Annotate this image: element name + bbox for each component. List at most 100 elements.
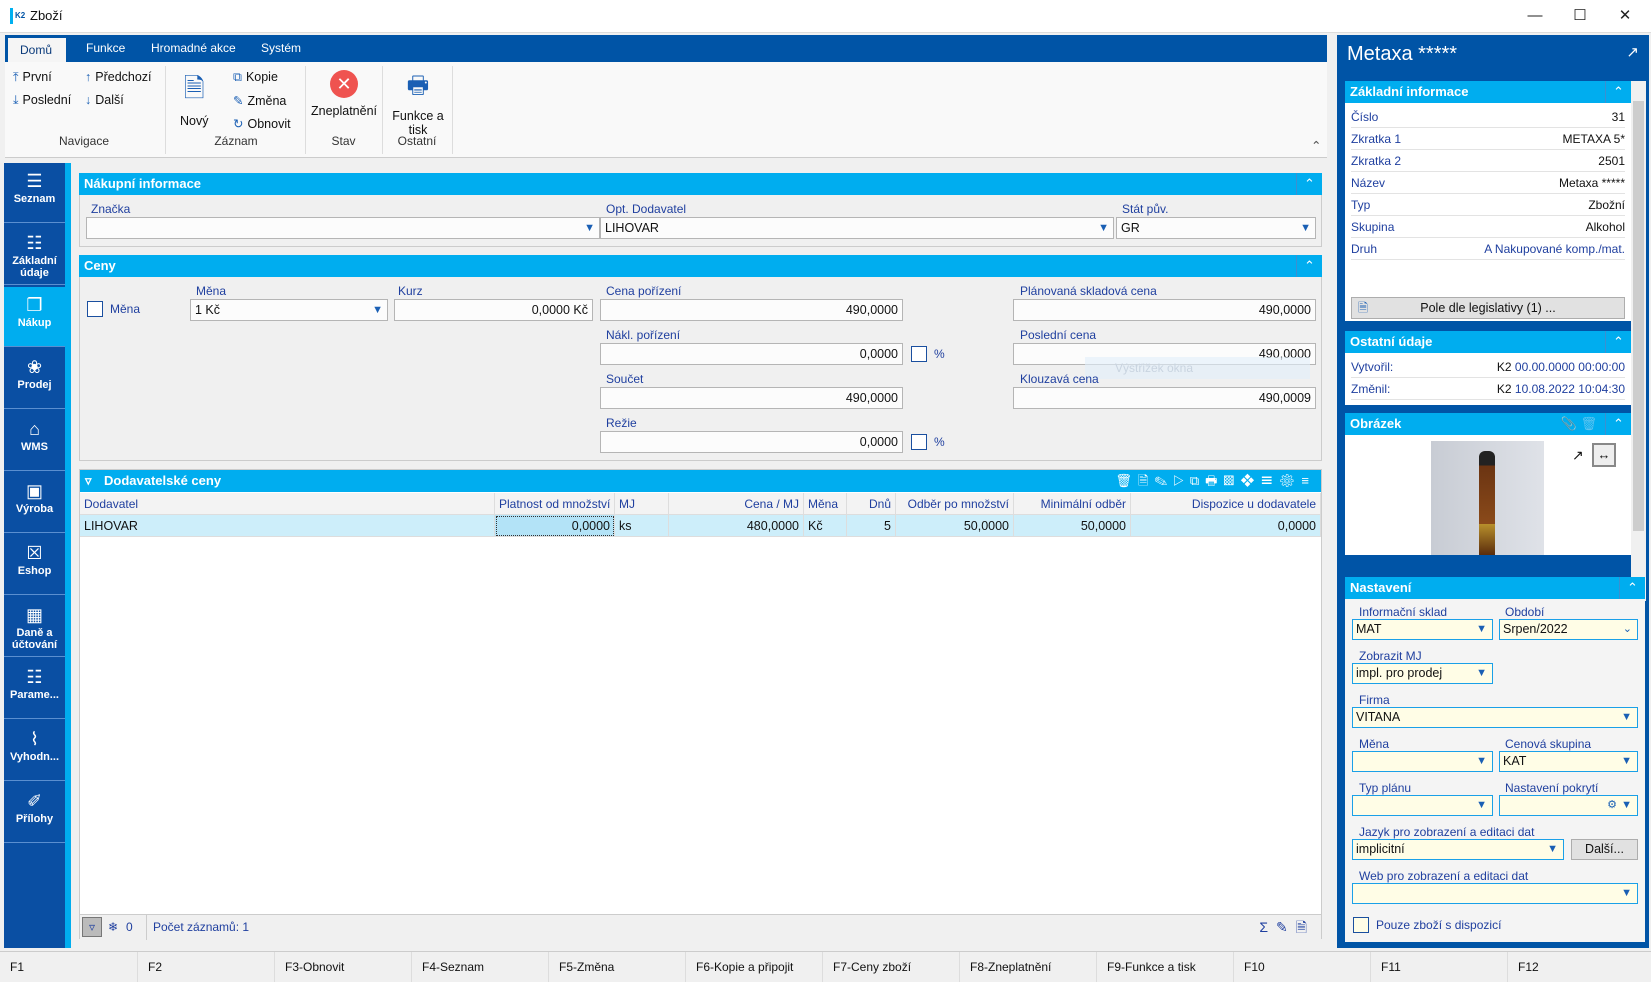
column-header[interactable]: Cena / MJ [669,493,804,515]
column-header[interactable]: MJ [615,493,669,515]
dropdown-icon[interactable]: ▼ [1098,222,1109,234]
add-record-icon[interactable]: 🗎 [1295,919,1315,935]
sidebar-item-0[interactable]: ☰ Seznam [4,163,65,223]
table-cell[interactable]: 0,0000 [1131,515,1321,537]
popout-icon[interactable]: ↗ [1626,44,1639,61]
freeze-icon[interactable]: ❄ [108,920,119,934]
column-header[interactable]: Dnů [847,493,896,515]
typ-planu-field[interactable]: ▼ [1352,795,1493,816]
gear-icon[interactable]: ⚙ [1278,473,1302,488]
chevron-up-icon[interactable]: ⌃ [1296,173,1322,195]
fkey-5[interactable]: F5-Změna [548,952,685,982]
chevron-up-icon[interactable]: ⌃ [1605,413,1631,435]
chevron-down-icon[interactable]: ⌄ [1622,623,1632,635]
cenova-skupina-field[interactable]: KAT ▼ [1499,751,1638,772]
sidebar-item-5[interactable]: ▣ Výroba [4,473,65,533]
copy-button[interactable]: ⧉ Kopie [233,70,278,85]
dalsi-button[interactable]: Další... [1571,839,1638,860]
last-button[interactable]: ⤓ Poslední [13,93,71,108]
new-button[interactable]: 🗎 Nový [180,70,208,128]
table-cell[interactable]: 5 [847,515,896,537]
rezie-percent-checkbox[interactable] [911,434,927,450]
tab-domu[interactable]: Domů [8,38,66,62]
dropdown-icon[interactable]: ▼ [1476,755,1487,767]
edit-icon[interactable]: ✎ [1276,919,1296,935]
dropdown-icon[interactable]: ▼ [1476,667,1487,679]
fkey-8[interactable]: F8-Zneplatnění [959,952,1096,982]
soucet-field[interactable]: 490,0000 [600,387,903,409]
table-cell[interactable]: LIHOVAR [80,515,495,537]
fkey-10[interactable]: F10 [1233,952,1370,982]
play-icon[interactable]: ▷ [1173,473,1190,488]
chart-icon[interactable]: ▩ [1223,473,1241,488]
mj-field[interactable]: impl. pro prodej ▼ [1352,663,1493,684]
open-image-icon[interactable]: ↗ [1572,447,1584,463]
dropdown-icon[interactable]: ▼ [1621,887,1632,899]
dropdown-icon[interactable]: ▼ [1621,799,1632,811]
previous-button[interactable]: ↑ Předchozí [85,70,152,84]
column-header[interactable]: Měna [804,493,847,515]
obdobi-field[interactable]: Srpen/2022 ⌄ [1499,619,1638,640]
chevron-up-icon[interactable]: ⌃ [1605,81,1631,103]
mena-field[interactable]: 1 Kč ▼ [190,299,388,321]
chevron-up-icon[interactable]: ⌃ [1605,331,1631,353]
change-button[interactable]: ✎ Změna [233,93,286,108]
filter-toggle-icon[interactable]: ▿ [82,917,102,937]
collapse-ribbon-icon[interactable]: ⌃ [1311,139,1322,153]
sidebar-item-9[interactable]: ⌇ Vyhodn... [4,721,65,781]
sidebar-item-6[interactable]: ☒ Eshop [4,535,65,595]
minimize-button[interactable]: — [1527,7,1543,24]
sidebar-item-10[interactable]: ✐ Přílohy [4,783,65,843]
fkey-1[interactable]: F1 [10,960,25,974]
fit-width-icon[interactable]: ↔ [1592,443,1616,467]
new-icon[interactable]: 🗎 [1137,473,1155,488]
nakl-percent-checkbox[interactable] [911,346,927,362]
pokryti-field[interactable]: ⚙ ▼ [1499,795,1638,816]
columns-icon[interactable]: ☰ [1260,473,1279,488]
refresh-button[interactable]: ↻ Obnovit [233,116,291,131]
column-header[interactable]: Dodavatel [80,493,495,515]
column-header[interactable]: Minimální odběr [1014,493,1131,515]
sidebar-item-2[interactable]: ❐ Nákup [4,287,65,347]
klouzava-cena-field[interactable]: 490,0009 [1013,387,1316,409]
fkey-12[interactable]: F12 [1507,952,1644,982]
legislation-button[interactable]: 🗎 Pole dle legislativy (1) ... [1351,297,1625,319]
column-header[interactable]: Odběr po množství [896,493,1014,515]
column-header[interactable]: Platnost od množství [495,493,615,515]
close-button[interactable]: ✕ [1618,7,1632,24]
table-cell[interactable]: 0,0000 [495,515,615,537]
table-cell[interactable]: 480,0000 [669,515,804,537]
chevron-up-icon[interactable]: ⌃ [1619,577,1645,599]
dropdown-icon[interactable]: ▼ [1621,711,1632,723]
nakl-porizeni-field[interactable]: 0,0000 [600,343,903,365]
tab-system[interactable]: Systém [261,41,302,55]
print-button[interactable]: 🖶 Funkce a tisk [385,68,451,137]
table-cell[interactable]: ks [615,515,669,537]
fkey-4[interactable]: F4-Seznam [411,952,548,982]
fkey-7[interactable]: F7-Ceny zboží [822,952,959,982]
sidebar-item-8[interactable]: ☷ Parame... [4,659,65,719]
table-cell[interactable]: 50,0000 [1014,515,1131,537]
table-cell[interactable]: Kč [804,515,847,537]
jazyk-field[interactable]: implicitní ▼ [1352,839,1564,860]
fkey-9[interactable]: F9-Funkce a tisk [1096,952,1233,982]
fkey-2[interactable]: F2 [137,952,274,982]
rezie-field[interactable]: 0,0000 [600,431,903,453]
first-button[interactable]: ⤒ První [13,70,52,85]
cubes-icon[interactable]: ❖ [1240,473,1261,488]
scrollbar-thumb[interactable] [1633,101,1644,531]
dropdown-icon[interactable]: ▼ [372,304,383,316]
sklad-field[interactable]: MAT ▼ [1352,619,1493,640]
next-button[interactable]: ↓ Další [85,93,124,107]
dropdown-icon[interactable]: ▼ [1476,799,1487,811]
znacka-field[interactable]: ▼ [86,217,600,239]
mena-checkbox[interactable] [87,301,103,317]
dropdown-icon[interactable]: ▼ [1621,755,1632,767]
planovana-cena-field[interactable]: 490,0000 [1013,299,1316,321]
edit-icon[interactable]: ✎ [1154,473,1174,488]
fkey-6[interactable]: F6-Kopie a připojit [685,952,822,982]
print-icon[interactable]: 🖶 [1205,473,1224,488]
sum-icon[interactable]: Σ [1259,919,1276,935]
sidebar-item-1[interactable]: ☷ Základní údaje [4,225,65,285]
menu-icon[interactable]: ≡ [1301,473,1315,488]
